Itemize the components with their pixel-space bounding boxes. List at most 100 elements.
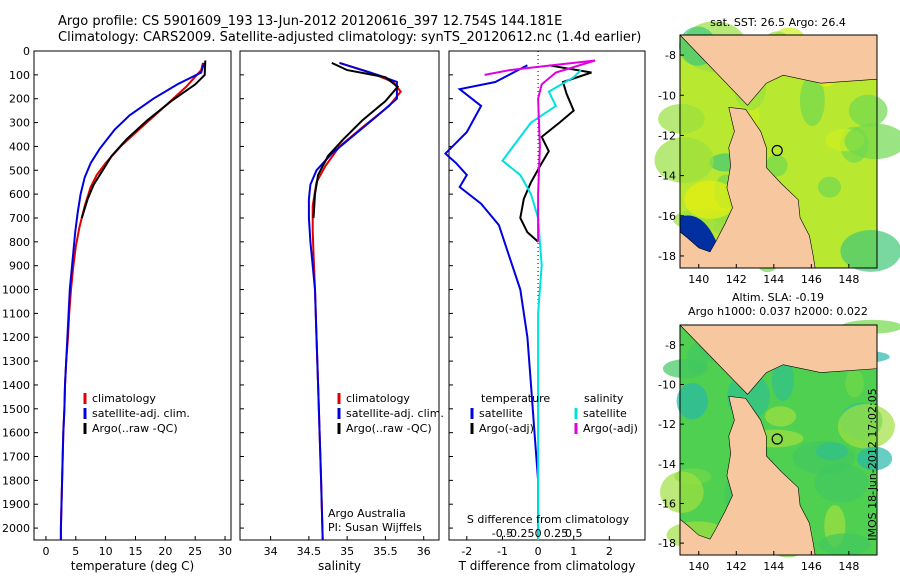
sla-map-field-patch xyxy=(857,446,893,471)
sst-map-field-patch xyxy=(684,180,737,219)
sla-map-xtick-label: 148 xyxy=(838,560,859,573)
difference-s-legend-label: Argo(-adj) xyxy=(583,422,638,435)
temperature-ytick-label: 900 xyxy=(9,260,30,273)
temperature-ytick-label: 1000 xyxy=(2,284,30,297)
sla-map-xtick-label: 146 xyxy=(801,560,822,573)
temperature-ytick-label: 500 xyxy=(9,164,30,177)
sst-map-title: sat. SST: 26.5 Argo: 26.4 xyxy=(710,16,846,29)
difference-xtick-label: -2 xyxy=(461,545,472,558)
sst-map-xtick-label: 142 xyxy=(726,273,747,286)
sla-map-title: Altim. SLA: -0.19 xyxy=(732,291,824,304)
difference-t-legend-label: satellite xyxy=(479,407,523,420)
sla-map-ytick-label: -14 xyxy=(658,458,676,471)
sst-map-frame xyxy=(679,34,878,269)
temperature-ytick-label: 1400 xyxy=(2,379,30,392)
sla-map-field-patch xyxy=(815,442,848,461)
salinity-xlabel: salinity xyxy=(318,559,361,573)
sst-map-ytick-label: -10 xyxy=(658,89,676,102)
sst-map-field-patch xyxy=(840,230,900,272)
difference-x2tick-label: 0.5 xyxy=(565,527,583,540)
sla-map-field-patch xyxy=(771,358,794,402)
temperature-ytick-label: 1700 xyxy=(2,451,30,464)
salinity-legend-label: satellite-adj. clim. xyxy=(346,407,444,420)
sst-map-xtick-label: 148 xyxy=(838,273,859,286)
temperature-xtick-label: 30 xyxy=(218,545,232,558)
temperature-ytick-label: 100 xyxy=(9,69,30,82)
sla-map-ytick-label: -10 xyxy=(658,378,676,391)
sst-map-field-patch xyxy=(654,137,714,184)
salinity-xtick-label: 34.5 xyxy=(297,545,322,558)
sla-map-ytick-label: -12 xyxy=(658,418,676,431)
difference-xtick-label: 0 xyxy=(535,545,542,558)
salinity-series-line xyxy=(312,61,400,219)
sla-map-field-patch xyxy=(662,359,708,379)
temperature-legend-label: climatology xyxy=(92,392,156,405)
sst-map-argo-location xyxy=(771,144,783,157)
sst-map-field-patch xyxy=(817,176,842,198)
salinity-xtick-label: 36 xyxy=(417,545,431,558)
difference-xtick-label: -1 xyxy=(497,545,508,558)
temperature-xtick-label: 10 xyxy=(99,545,113,558)
sst-map-field-patch xyxy=(658,104,705,134)
sla-map-xtick-label: 142 xyxy=(726,560,747,573)
salinity-legend-label: Argo(..raw -QC) xyxy=(346,422,432,435)
difference-xtick-label: 1 xyxy=(570,545,577,558)
difference-x2label: S difference from climatology xyxy=(467,513,630,526)
temperature-ytick-label: 1200 xyxy=(2,331,30,344)
temperature-ytick-label: 0 xyxy=(23,45,30,58)
temperature-ytick-label: 1900 xyxy=(2,498,30,511)
sst-map-field-patch xyxy=(844,123,900,160)
difference-plot-frame xyxy=(448,50,646,541)
figure-title-line1: Argo profile: CS 5901609_193 13-Jun-2012… xyxy=(58,14,563,29)
temperature-series-line xyxy=(80,60,207,219)
difference-legend-title-temperature: temperature xyxy=(481,392,550,405)
temperature-xlabel: temperature (deg C) xyxy=(71,559,194,573)
temperature-series-line xyxy=(59,62,206,540)
difference-x2tick-label: 0.25 xyxy=(544,527,569,540)
sst-map-ytick-label: -8 xyxy=(665,49,676,62)
sla-map-ytick-label: -18 xyxy=(658,537,676,550)
salinity-plot-frame xyxy=(239,50,440,541)
salinity-annotation-pi: PI: Susan Wijffels xyxy=(328,521,422,534)
temperature-xtick-label: 25 xyxy=(188,545,202,558)
sla-map-field-patch xyxy=(765,406,797,427)
difference-series-line xyxy=(501,69,582,540)
sla-map-subtitle: Argo h1000: 0.037 h2000: 0.022 xyxy=(688,305,868,318)
sst-map-field-patch xyxy=(848,94,888,127)
sla-map-field-patch xyxy=(660,471,704,513)
salinity-series-line xyxy=(307,61,398,541)
difference-series-line xyxy=(443,64,540,540)
temperature-legend-label: Argo(..raw -QC) xyxy=(92,422,178,435)
sla-map-field-patch xyxy=(676,383,708,420)
sst-map-xtick-label: 144 xyxy=(763,273,784,286)
difference-x2tick-label: -0.25 xyxy=(506,527,534,540)
salinity-xtick-label: 35.5 xyxy=(373,545,398,558)
sla-map-field-patch xyxy=(819,533,871,556)
temperature-xtick-label: 20 xyxy=(158,545,172,558)
temperature-ytick-label: 1600 xyxy=(2,427,30,440)
side-timestamp: IMOS 18-Jun-2012 17:02:05 xyxy=(865,388,879,541)
temperature-ytick-label: 2000 xyxy=(2,522,30,535)
temperature-xtick-label: 15 xyxy=(128,545,142,558)
sst-map-field-patch xyxy=(765,154,788,177)
sla-map-field-patch xyxy=(837,404,895,449)
temperature-ytick-label: 800 xyxy=(9,236,30,249)
sla-map-frame xyxy=(679,324,878,556)
difference-series-line xyxy=(484,59,596,242)
temperature-ytick-label: 1500 xyxy=(2,403,30,416)
difference-xlabel: T difference from climatology xyxy=(458,559,636,573)
sst-map-ytick-label: -14 xyxy=(658,170,676,183)
sla-map-xtick-label: 140 xyxy=(688,560,709,573)
difference-legend-title-salinity: salinity xyxy=(584,392,624,405)
sla-map-ytick-label: -8 xyxy=(665,339,676,352)
difference-x2tick-label: -0.5 xyxy=(492,527,513,540)
temperature-ytick-label: 200 xyxy=(9,93,30,106)
temperature-ytick-label: 600 xyxy=(9,188,30,201)
salinity-xtick-label: 35 xyxy=(340,545,354,558)
sla-map-field-patch xyxy=(845,369,864,398)
difference-t-legend-label: Argo(-adj) xyxy=(479,422,534,435)
salinity-xtick-label: 34 xyxy=(264,545,278,558)
temperature-ytick-label: 1800 xyxy=(2,474,30,487)
sst-map-xtick-label: 146 xyxy=(801,273,822,286)
